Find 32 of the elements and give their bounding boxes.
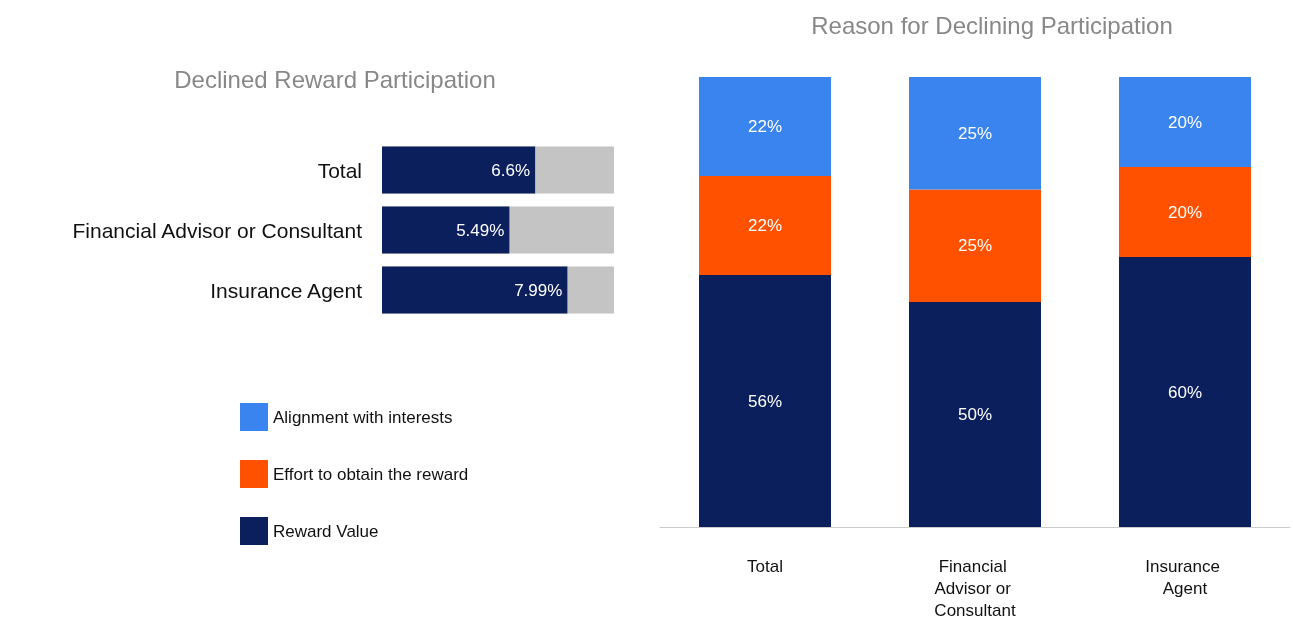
data-label: 20% <box>1167 202 1203 222</box>
bar <box>909 189 1041 302</box>
data-label: 7.99% <box>514 280 563 300</box>
data-label: 5.49% <box>456 220 505 240</box>
chart-title: Declined Reward Participation <box>174 65 496 93</box>
data-label: 22% <box>747 216 783 235</box>
bar <box>909 302 1041 527</box>
data-label: 6.6% <box>491 160 531 180</box>
data-label: 25% <box>957 236 993 256</box>
legend-label: Alignment with interests <box>273 407 453 427</box>
bar <box>699 275 831 527</box>
x-tick-label: Insurance Agent <box>1145 556 1225 598</box>
bar <box>699 176 831 275</box>
x-tick-label: Total <box>747 556 783 576</box>
data-label: 56% <box>747 391 783 411</box>
chart-title: Reason for Declining Participation <box>811 11 1173 39</box>
legend-label: Reward Value <box>273 521 379 541</box>
x-tick-label: Financial Advisor or Consultant <box>934 556 1016 620</box>
y-tick-label: Total <box>317 158 362 182</box>
y-tick-label: Insurance Agent <box>210 278 363 302</box>
bar <box>1119 167 1251 257</box>
bar <box>1119 257 1251 527</box>
data-label: 20% <box>1167 112 1203 132</box>
data-label: 50% <box>957 405 993 424</box>
bar <box>699 77 831 176</box>
data-label: 25% <box>957 123 993 143</box>
data-label: 60% <box>1167 382 1203 402</box>
legend-label: Effort to obtain the reward <box>273 464 469 484</box>
bar <box>909 77 1041 190</box>
bar <box>1119 77 1251 167</box>
y-tick-label: Financial Advisor or Consultant <box>72 218 363 242</box>
data-label: 22% <box>747 117 783 136</box>
